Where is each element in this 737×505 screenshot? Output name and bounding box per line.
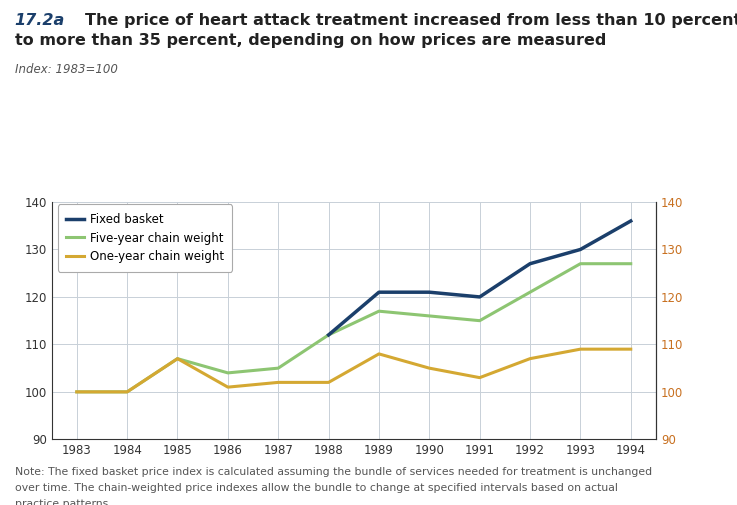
Text: to more than 35 percent, depending on how prices are measured: to more than 35 percent, depending on ho… — [15, 33, 606, 48]
Text: over time. The chain-weighted price indexes allow the bundle to change at specif: over time. The chain-weighted price inde… — [15, 483, 618, 493]
Text: practice patterns.: practice patterns. — [15, 499, 111, 505]
Legend: Fixed basket, Five-year chain weight, One-year chain weight: Fixed basket, Five-year chain weight, On… — [57, 205, 232, 272]
Text: 17.2a: 17.2a — [15, 13, 65, 28]
Text: Index: 1983=100: Index: 1983=100 — [15, 63, 118, 76]
Text: The price of heart attack treatment increased from less than 10 percent: The price of heart attack treatment incr… — [85, 13, 737, 28]
Text: Note: The fixed basket price index is calculated assuming the bundle of services: Note: The fixed basket price index is ca… — [15, 467, 652, 477]
